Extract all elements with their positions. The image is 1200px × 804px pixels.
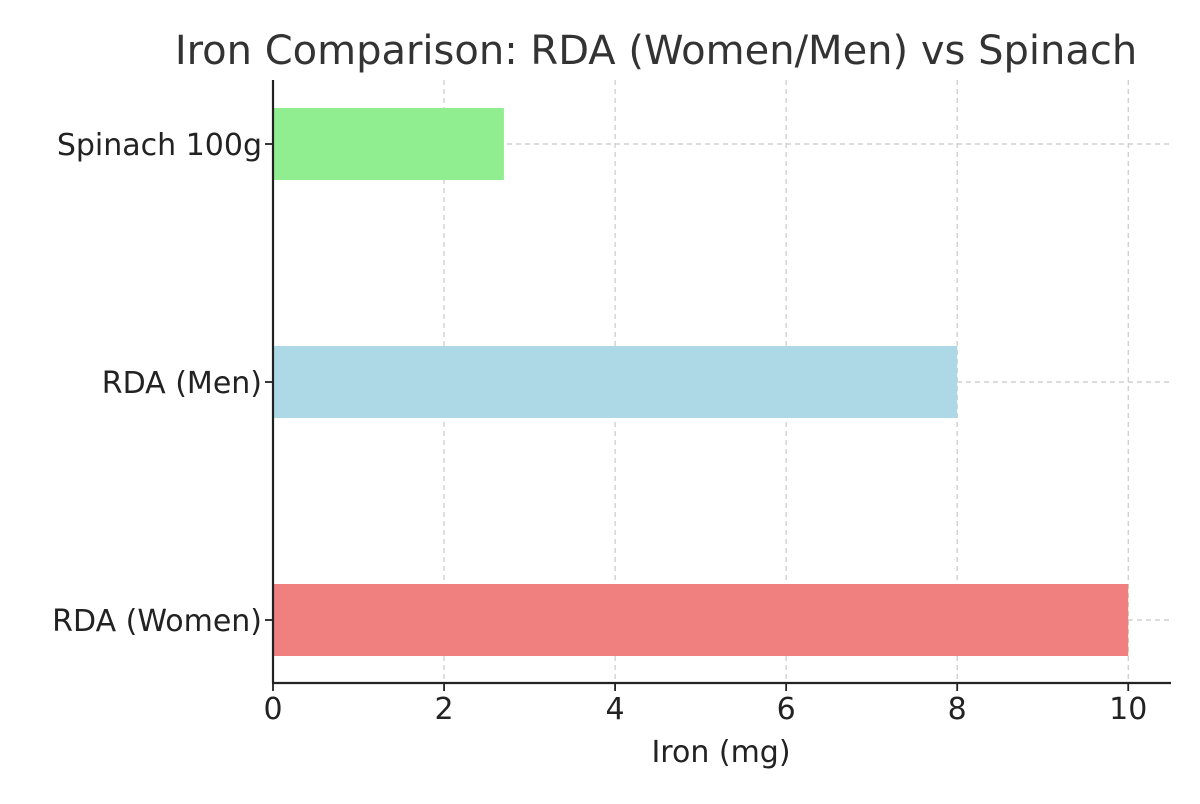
- y-tick-label: RDA (Women): [52, 604, 262, 639]
- x-tick-label: 10: [1109, 692, 1147, 727]
- x-tick-label: 0: [263, 692, 282, 727]
- bars: [273, 108, 1129, 656]
- bar: [273, 584, 1129, 656]
- x-tick-label: 4: [606, 692, 625, 727]
- x-tick-label: 8: [948, 692, 967, 727]
- y-tick-label: RDA (Men): [102, 366, 262, 401]
- y-ticks: RDA (Women) RDA (Men) Spinach 100g: [52, 128, 273, 639]
- x-axis-label: Iron (mg): [651, 735, 790, 770]
- x-tick-label: 2: [435, 692, 454, 727]
- chart-title: Iron Comparison: RDA (Women/Men) vs Spin…: [175, 28, 1137, 74]
- bar: [273, 346, 958, 418]
- x-tick-label: 6: [777, 692, 796, 727]
- bar: [273, 108, 504, 180]
- y-tick-label: Spinach 100g: [57, 128, 262, 163]
- x-ticks: 0 2 4 6 8 10: [263, 683, 1147, 727]
